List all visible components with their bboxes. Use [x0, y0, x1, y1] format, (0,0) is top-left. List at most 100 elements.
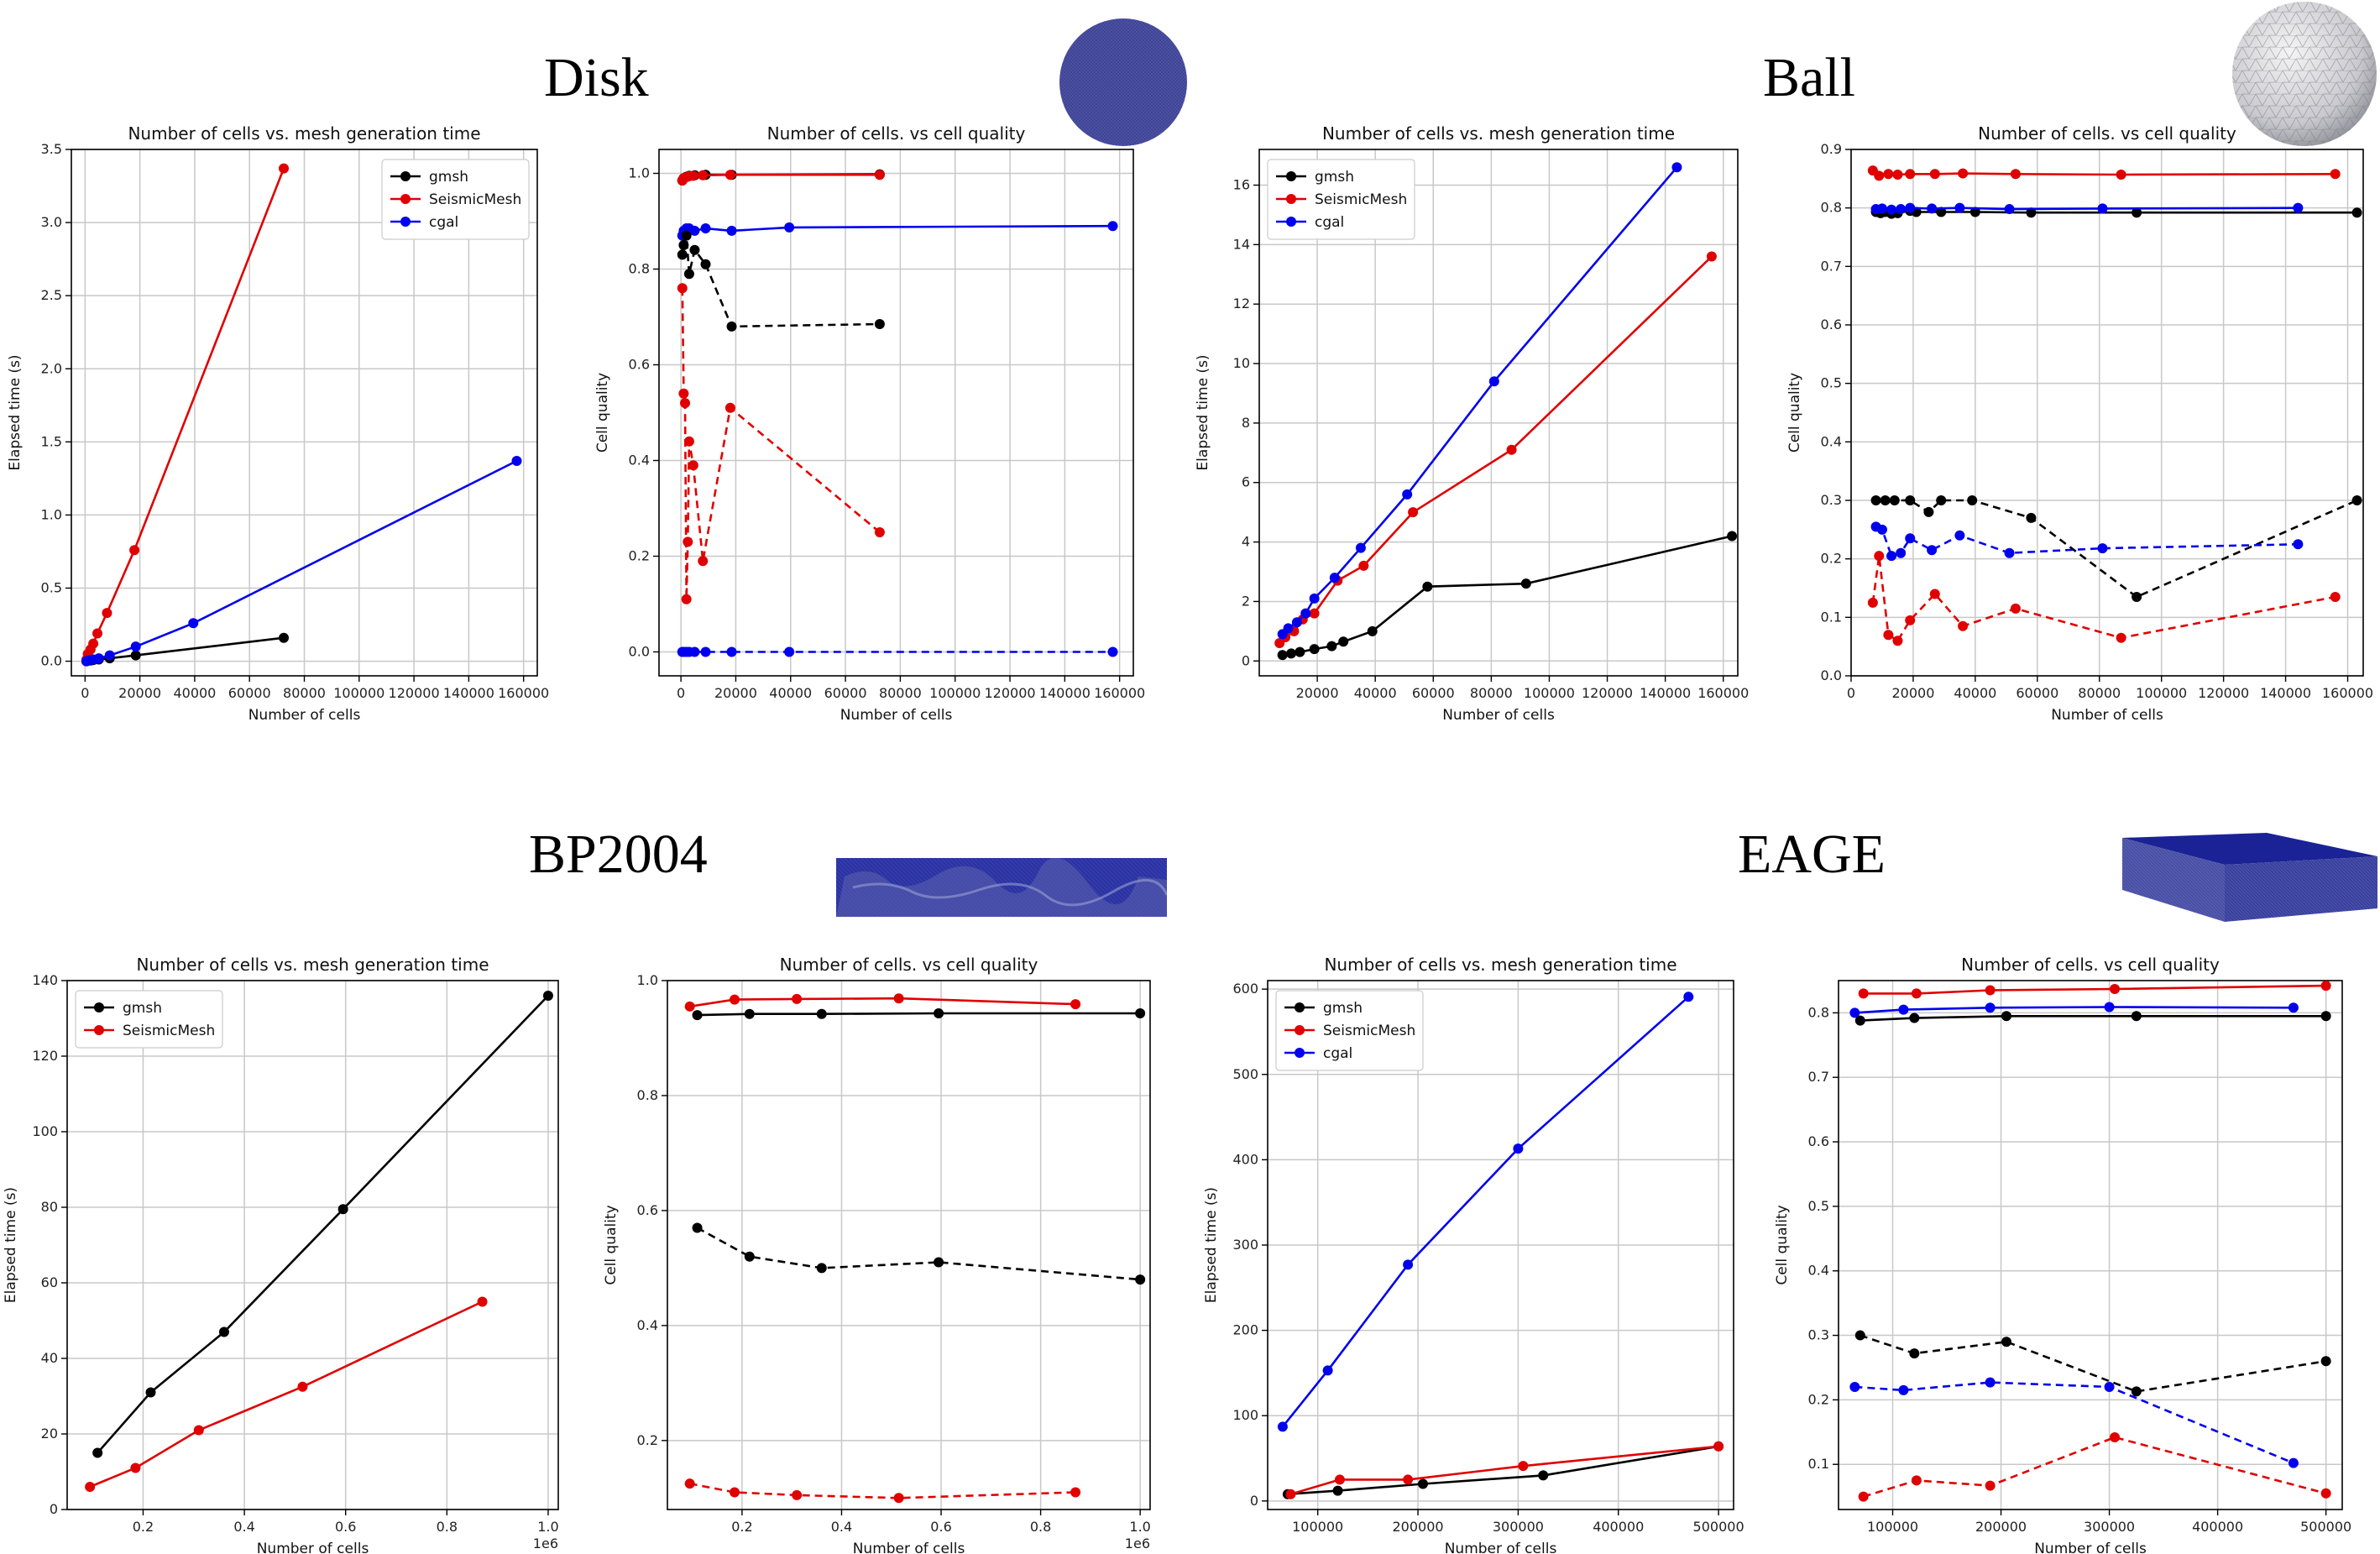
chart-title: Number of cells. vs cell quality — [1961, 955, 2220, 975]
y-tick-label: 0.7 — [1808, 1069, 1829, 1085]
series-line — [1875, 209, 2357, 215]
x-tick-label: 0.6 — [335, 1519, 356, 1535]
series-line — [1860, 1015, 2326, 1022]
data-point — [1854, 1330, 1865, 1341]
data-point — [1727, 531, 1738, 542]
data-point — [1285, 1489, 1296, 1499]
series-line — [689, 1482, 1076, 1499]
x-tick-label: 20000 — [714, 685, 757, 701]
data-point — [2001, 1011, 2011, 1022]
plot-frame — [667, 980, 1151, 1510]
legend-marker — [94, 1025, 104, 1035]
x-axis-label: Number of cells — [248, 707, 361, 724]
chart-title: Number of cells vs. mesh generation time — [128, 123, 480, 144]
data-point — [102, 608, 112, 619]
data-point — [1295, 646, 1305, 657]
legend-marker — [400, 217, 411, 227]
data-point — [1911, 1475, 1922, 1486]
data-point — [1070, 1487, 1081, 1498]
y-tick-label: 400 — [1232, 1151, 1258, 1167]
x-tick-label: 60000 — [228, 685, 271, 701]
series-line — [85, 168, 285, 661]
y-tick-label: 500 — [1232, 1066, 1258, 1082]
legend-label: SeismicMesh — [1323, 1023, 1415, 1039]
data-point — [1135, 1274, 1146, 1285]
legend-box — [381, 159, 530, 240]
data-point — [688, 170, 698, 181]
data-point — [93, 653, 104, 664]
y-tick-label: 4 — [1242, 534, 1250, 550]
y-axis-label: Cell quality — [603, 1205, 620, 1285]
ball-mesh-thumbnail — [2232, 2, 2377, 146]
data-point — [683, 536, 693, 547]
section-title-ball: Ball — [1763, 47, 1855, 108]
y-tick-label: 0.0 — [41, 653, 62, 669]
y-tick-label: 0.8 — [637, 1087, 658, 1103]
y-tick-label: 0.8 — [629, 261, 650, 277]
legend-label: gmsh — [429, 169, 468, 186]
data-point — [1070, 999, 1081, 1010]
data-point — [1107, 646, 1118, 657]
data-point — [678, 240, 689, 250]
data-point — [1898, 1384, 1909, 1395]
legend-label: gmsh — [123, 1000, 162, 1017]
data-point — [1538, 1470, 1549, 1481]
data-point — [1286, 648, 1296, 659]
y-axis-label: Elapsed time (s) — [1203, 1187, 1220, 1303]
data-point — [1886, 551, 1897, 562]
data-point — [692, 1010, 703, 1021]
data-point — [1332, 1485, 1343, 1496]
data-point — [1892, 636, 1903, 646]
data-point — [730, 1487, 740, 1498]
data-point — [1309, 644, 1320, 655]
legend-marker — [1286, 194, 1296, 204]
data-point — [2293, 539, 2304, 550]
plot-frame — [66, 980, 559, 1510]
y-tick-label: 8 — [1242, 415, 1250, 431]
x-tick-label: 60000 — [824, 685, 867, 701]
x-tick-label: 200000 — [1392, 1519, 1443, 1535]
data-point — [1858, 1491, 1869, 1502]
data-point — [2004, 547, 2015, 558]
data-point — [700, 223, 711, 234]
x-tick-label: 160000 — [2322, 685, 2373, 701]
y-tick-label: 0.5 — [41, 580, 62, 596]
y-tick-label: 120 — [32, 1048, 58, 1064]
data-point — [698, 170, 709, 181]
legend-label: cgal — [1315, 214, 1344, 231]
x-tick-label: 0.2 — [133, 1519, 154, 1535]
legend-label: cgal — [429, 214, 458, 231]
data-point — [1967, 495, 1978, 505]
x-tick-label: 120000 — [389, 685, 440, 701]
x-offset-label: 1e6 — [1125, 1536, 1150, 1551]
data-point — [1402, 489, 1413, 500]
data-point — [145, 1387, 156, 1398]
data-point — [1905, 533, 1916, 544]
data-point — [689, 225, 700, 236]
y-tick-label: 1.0 — [637, 972, 658, 988]
data-point — [2288, 1002, 2299, 1013]
x-axis-label: Number of cells — [1445, 1541, 1557, 1554]
y-tick-label: 0.0 — [1821, 667, 1842, 683]
data-point — [542, 991, 553, 1001]
series-line — [1290, 1445, 1719, 1495]
series-line — [1281, 166, 1678, 636]
data-point — [1911, 988, 1922, 999]
y-tick-label: 0.6 — [629, 357, 650, 373]
x-tick-label: 60000 — [1412, 685, 1455, 701]
x-tick-label: 400000 — [1593, 1519, 1644, 1535]
x-axis-label: Number of cells — [2051, 707, 2163, 724]
y-tick-label: 0.2 — [1821, 551, 1842, 567]
y-tick-label: 0.5 — [1808, 1198, 1829, 1214]
y-tick-label: 6 — [1242, 474, 1250, 490]
data-point — [934, 1257, 944, 1268]
chart-title: Number of cells vs. mesh generation time — [1324, 955, 1676, 975]
data-point — [1985, 1002, 1996, 1013]
data-point — [1883, 169, 1894, 180]
data-point — [1309, 593, 1320, 604]
y-tick-label: 2 — [1242, 593, 1250, 609]
chart-eage-time: 100000 200000 300000 400000 500000 0 100 200 300… — [1203, 955, 1744, 1554]
chart-ball-time: 20000 40000 60000 80000 100000 120000 140000 16… — [1195, 123, 1749, 724]
series-line — [1854, 1006, 2294, 1014]
data-point — [1905, 202, 1916, 213]
